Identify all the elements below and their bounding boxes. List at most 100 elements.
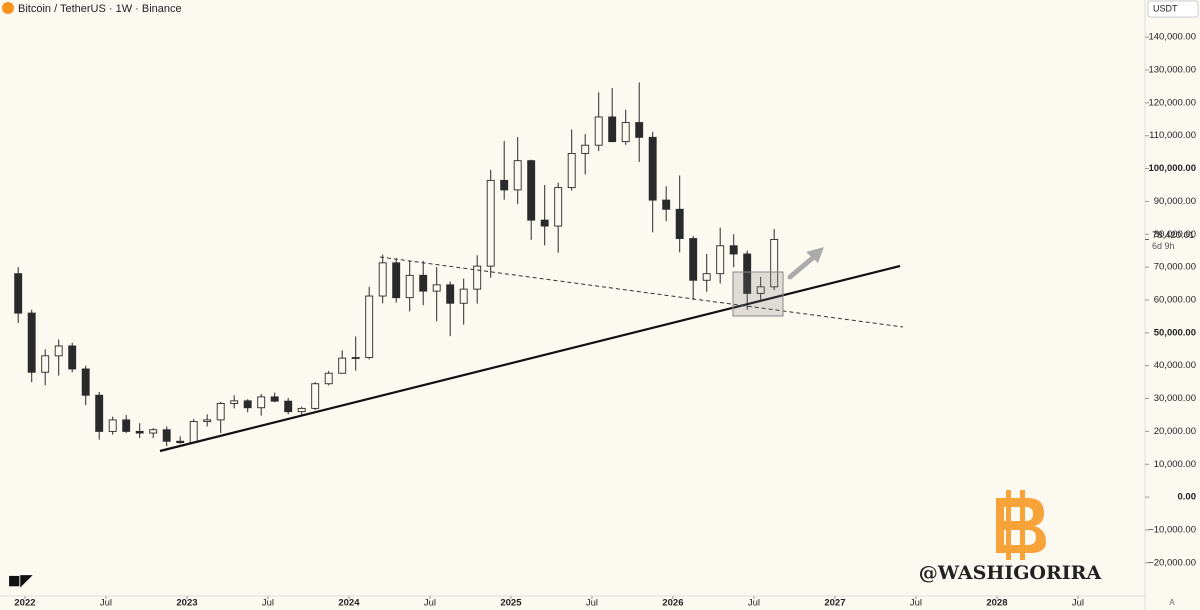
candle-body (702, 273, 711, 281)
candle-body (365, 295, 374, 358)
y-tick-label: 60,000.00 (1154, 294, 1196, 305)
candle-body (149, 429, 158, 434)
candle-body (594, 116, 603, 146)
arrow-shaft (787, 253, 818, 280)
candle-body (216, 403, 225, 421)
candle-body (41, 355, 50, 373)
candle-body (351, 357, 360, 359)
x-tick-label: Jul (748, 598, 760, 609)
candle-body (635, 122, 644, 138)
candle-body (270, 396, 279, 402)
candle-body (95, 394, 104, 432)
candle-body (486, 179, 495, 267)
logo-b (996, 498, 1046, 553)
x-tick-label: 2026 (662, 598, 683, 609)
candle-body (27, 312, 36, 373)
candle-body (540, 219, 549, 227)
currency-label: USDT (1153, 3, 1178, 13)
candle-body (473, 265, 482, 290)
x-tick-label: Jul (1072, 598, 1084, 609)
candle-body (324, 372, 333, 385)
countdown-label: 6d 9h (1152, 241, 1175, 251)
highlight-box (732, 271, 784, 317)
candle-body (68, 345, 77, 370)
candle-body (770, 239, 779, 288)
candle-body (392, 262, 401, 299)
y-tick-label: 140,000.00 (1148, 32, 1196, 43)
bitcoin-logo (996, 490, 1046, 560)
y-tick-label: 120,000.00 (1148, 97, 1196, 108)
candle-body (527, 160, 536, 221)
candle-body (338, 357, 347, 374)
y-tick-label: 0.00 (1178, 492, 1197, 503)
tv-logo: ◼◤ (8, 572, 33, 589)
candle-body (689, 238, 698, 281)
candle-body (108, 419, 117, 432)
candle-body (243, 400, 252, 409)
candle-body (675, 208, 684, 239)
last-price-label: 78,420.01 (1152, 230, 1194, 241)
candle-body (311, 383, 320, 409)
candle-body (581, 144, 590, 154)
candle-body (500, 179, 509, 191)
candle-body (419, 274, 428, 292)
candle-body (230, 400, 239, 404)
y-tick-label: 90,000.00 (1154, 196, 1196, 207)
candle-body (203, 419, 212, 422)
candle-body (297, 407, 306, 413)
watermark: @WASHIGORIRA (919, 562, 1102, 584)
y-tick-label: −20,000.00 (1148, 557, 1196, 568)
candle-body (621, 122, 630, 143)
x-tick-label: Jul (586, 598, 598, 609)
candle-body (432, 284, 441, 292)
x-tick-label: 2023 (176, 598, 197, 609)
candle-body (648, 136, 657, 201)
x-tick-label: Jul (100, 598, 112, 609)
candle-body (122, 419, 131, 432)
currency-button[interactable] (1147, 0, 1199, 18)
candle-body (743, 253, 752, 294)
candle-body (189, 421, 198, 444)
y-tick-label: 80,000.00 (1154, 229, 1196, 240)
y-tick-label: 100,000.00 (1148, 163, 1196, 174)
candle-body (459, 288, 468, 304)
trendline-dashed (379, 256, 904, 328)
y-tick-label: 70,000.00 (1154, 262, 1196, 273)
candle-body (378, 262, 387, 297)
candle-body (554, 187, 563, 227)
candle-body (135, 430, 144, 434)
y-tick-label: 110,000.00 (1149, 130, 1196, 141)
x-tick-label: Jul (424, 598, 436, 609)
candle-body (54, 345, 63, 357)
auto-scale-button[interactable]: A (1169, 598, 1175, 607)
y-tick-label: 130,000.00 (1148, 64, 1196, 75)
candle-body (729, 245, 738, 255)
x-tick-label: Jul (910, 598, 922, 609)
arrow-head (806, 247, 824, 263)
candle-body (257, 396, 266, 409)
candle-body (162, 429, 171, 442)
candle-body (14, 273, 23, 314)
x-tick-label: 2022 (14, 598, 35, 609)
candle-body (284, 400, 293, 413)
y-tick-label: 20,000.00 (1154, 426, 1196, 437)
candle-body (716, 245, 725, 275)
x-tick-label: 2027 (824, 598, 845, 609)
x-tick-label: 2025 (500, 598, 522, 609)
candle-body (608, 116, 617, 143)
y-tick-label: 10,000.00 (1154, 459, 1196, 470)
candle-body (567, 152, 576, 189)
candle-body (662, 199, 671, 210)
plot-area: 2021-122022-012022-022022-032022-042022-… (14, 82, 779, 447)
candle-body (81, 368, 90, 396)
candle-body (446, 284, 455, 304)
x-tick-label: 2028 (986, 598, 1007, 609)
trendline-support (159, 264, 901, 453)
candle-body (405, 274, 414, 299)
candle-body (176, 440, 185, 444)
chart-title: Bitcoin / TetherUS · 1W · Binance (18, 3, 182, 15)
candle-body (513, 160, 522, 191)
candle-body (756, 286, 765, 294)
y-tick-label: 50,000.00 (1154, 327, 1196, 338)
